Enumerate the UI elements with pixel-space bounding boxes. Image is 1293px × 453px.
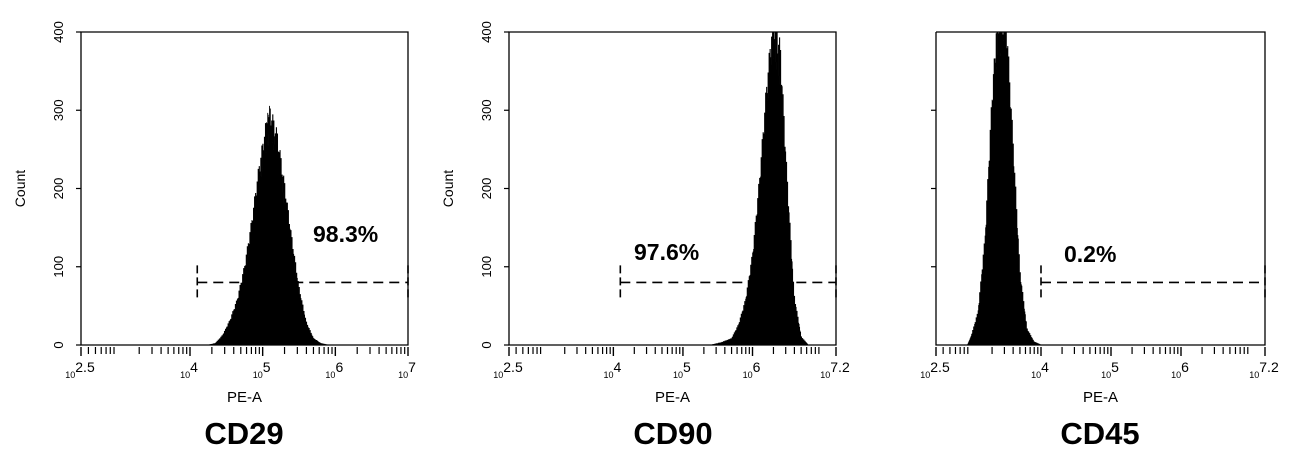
x-tick-label-7.2: 107.2 xyxy=(1249,359,1279,380)
x-tick-base: 10 xyxy=(493,370,503,380)
x-tick-base: 10 xyxy=(1101,370,1111,380)
x-tick-base: 10 xyxy=(920,370,930,380)
x-axis-label-cd29: PE-A xyxy=(227,389,262,406)
plot-frame-cd29 xyxy=(80,31,409,346)
x-tick-base: 10 xyxy=(398,370,408,380)
histogram-cd45 xyxy=(967,31,1042,346)
panel-title-cd29: CD29 xyxy=(204,416,284,451)
x-tick-label-2.5: 102.5 xyxy=(920,359,950,380)
x-tick-label-4: 104 xyxy=(180,359,198,380)
x-tick-base: 10 xyxy=(603,370,613,380)
x-tick-exponent: 4 xyxy=(190,359,198,375)
x-tick-exponent: 5 xyxy=(263,359,271,375)
plot-frame-cd45 xyxy=(935,31,1266,346)
gate-percent-label-cd45: 0.2% xyxy=(1064,241,1116,267)
x-tick-base: 10 xyxy=(1249,370,1259,380)
plot-frame-cd90 xyxy=(508,31,837,346)
x-tick-exponent: 6 xyxy=(753,359,761,375)
x-tick-label-7.2: 107.2 xyxy=(820,359,850,380)
panel-cd45: 102.5 104 105 106 107.2PE-A0.2% xyxy=(920,31,1279,406)
x-tick-base: 10 xyxy=(1171,370,1181,380)
x-tick-base: 10 xyxy=(1031,370,1041,380)
gate-percent-label-cd90: 97.6% xyxy=(634,239,699,265)
y-tick-label-0: 0 xyxy=(51,341,66,348)
y-tick-label-400: 400 xyxy=(51,21,66,43)
x-tick-label-5: 105 xyxy=(1101,359,1119,380)
x-tick-base: 10 xyxy=(743,370,753,380)
x-tick-exponent: 5 xyxy=(683,359,691,375)
y-axis-label-cd29: Count xyxy=(12,170,28,207)
x-tick-label-2.5: 102.5 xyxy=(493,359,523,380)
x-tick-label-4: 104 xyxy=(1031,359,1049,380)
y-tick-label-400: 400 xyxy=(479,21,494,43)
x-tick-exponent: 5 xyxy=(1111,359,1119,375)
gate-percent-label-cd29: 98.3% xyxy=(313,221,378,247)
x-tick-exponent: 4 xyxy=(1041,359,1049,375)
y-tick-label-300: 300 xyxy=(51,99,66,121)
x-tick-label-6: 106 xyxy=(325,359,343,380)
x-tick-base: 10 xyxy=(325,370,335,380)
x-tick-exponent: 6 xyxy=(335,359,343,375)
y-tick-label-0: 0 xyxy=(479,341,494,348)
x-tick-exponent: 6 xyxy=(1181,359,1189,375)
y-tick-label-300: 300 xyxy=(479,99,494,121)
histogram-cd90 xyxy=(710,31,809,346)
x-tick-exponent: 7.2 xyxy=(830,359,850,375)
x-tick-exponent: 2.5 xyxy=(75,359,95,375)
x-axis-label-cd45: PE-A xyxy=(1083,389,1118,406)
panel-title-cd45: CD45 xyxy=(1060,416,1140,451)
x-tick-base: 10 xyxy=(65,370,75,380)
x-tick-exponent: 7.2 xyxy=(1259,359,1279,375)
x-tick-label-5: 105 xyxy=(673,359,691,380)
x-tick-label-5: 105 xyxy=(253,359,271,380)
x-tick-base: 10 xyxy=(820,370,830,380)
x-tick-exponent: 2.5 xyxy=(930,359,950,375)
x-tick-exponent: 7 xyxy=(408,359,416,375)
y-tick-label-200: 200 xyxy=(479,178,494,200)
panel-title-cd90: CD90 xyxy=(633,416,713,451)
x-tick-exponent: 2.5 xyxy=(503,359,523,375)
x-tick-exponent: 4 xyxy=(613,359,621,375)
x-tick-label-6: 106 xyxy=(1171,359,1189,380)
y-tick-label-100: 100 xyxy=(51,256,66,278)
y-tick-label-100: 100 xyxy=(479,256,494,278)
x-tick-label-7: 107 xyxy=(398,359,416,380)
x-tick-base: 10 xyxy=(673,370,683,380)
x-axis-label-cd90: PE-A xyxy=(655,389,690,406)
histogram-cd29 xyxy=(207,105,329,346)
x-tick-label-6: 106 xyxy=(743,359,761,380)
x-tick-label-2.5: 102.5 xyxy=(65,359,95,380)
y-tick-label-200: 200 xyxy=(51,178,66,200)
x-tick-base: 10 xyxy=(180,370,190,380)
x-tick-base: 10 xyxy=(253,370,263,380)
x-tick-label-4: 104 xyxy=(603,359,621,380)
y-axis-label-cd90: Count xyxy=(440,170,456,207)
